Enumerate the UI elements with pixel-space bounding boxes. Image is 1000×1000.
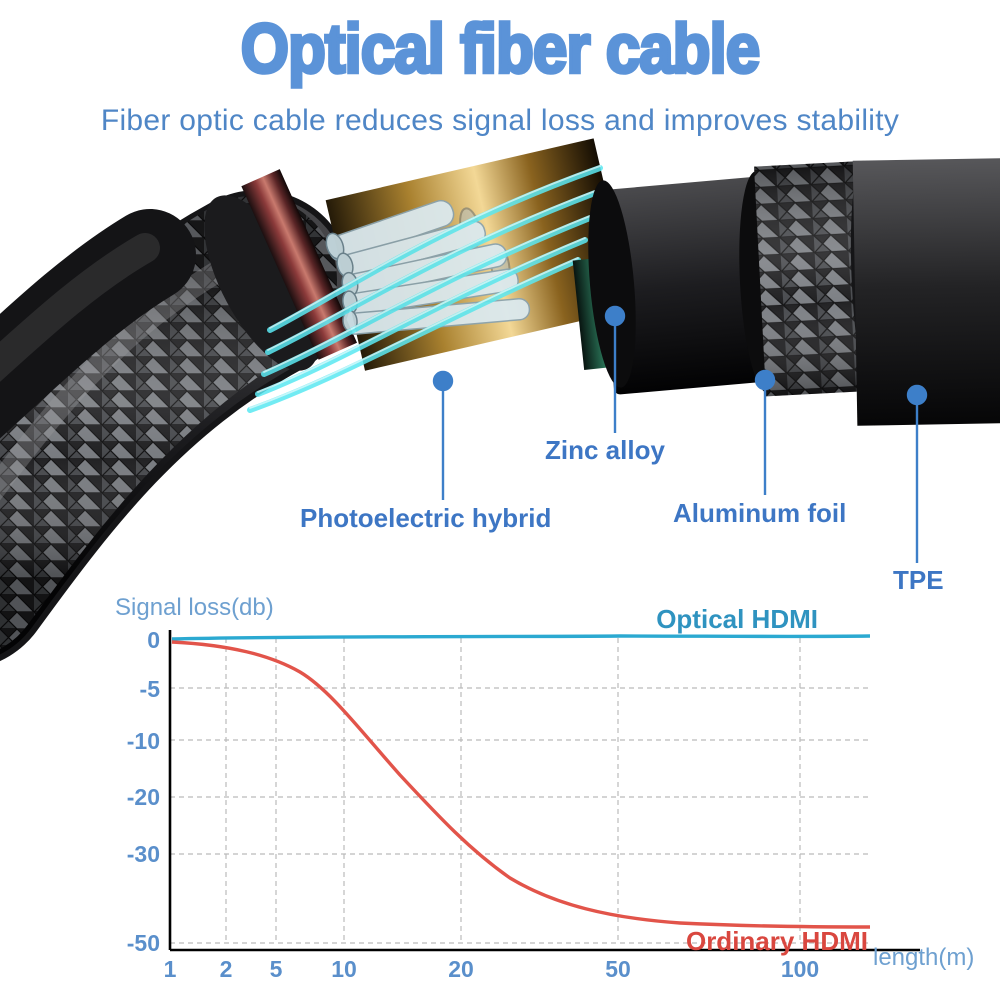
svg-text:-50: -50	[127, 930, 160, 956]
svg-text:-30: -30	[127, 841, 160, 867]
svg-text:50: 50	[605, 956, 631, 982]
svg-text:20: 20	[448, 956, 474, 982]
svg-text:length(m): length(m)	[873, 944, 974, 971]
svg-text:-10: -10	[127, 728, 160, 754]
svg-text:Signal loss(db): Signal loss(db)	[115, 594, 274, 621]
svg-text:5: 5	[270, 956, 283, 982]
svg-text:-5: -5	[140, 676, 161, 702]
svg-text:1: 1	[164, 956, 177, 982]
svg-text:0: 0	[147, 627, 160, 653]
svg-text:Ordinary HDMI: Ordinary HDMI	[686, 926, 868, 956]
svg-text:10: 10	[331, 956, 357, 982]
svg-text:100: 100	[781, 956, 819, 982]
svg-text:-20: -20	[127, 784, 160, 810]
svg-text:Optical HDMI: Optical HDMI	[656, 604, 818, 634]
svg-text:2: 2	[220, 956, 233, 982]
